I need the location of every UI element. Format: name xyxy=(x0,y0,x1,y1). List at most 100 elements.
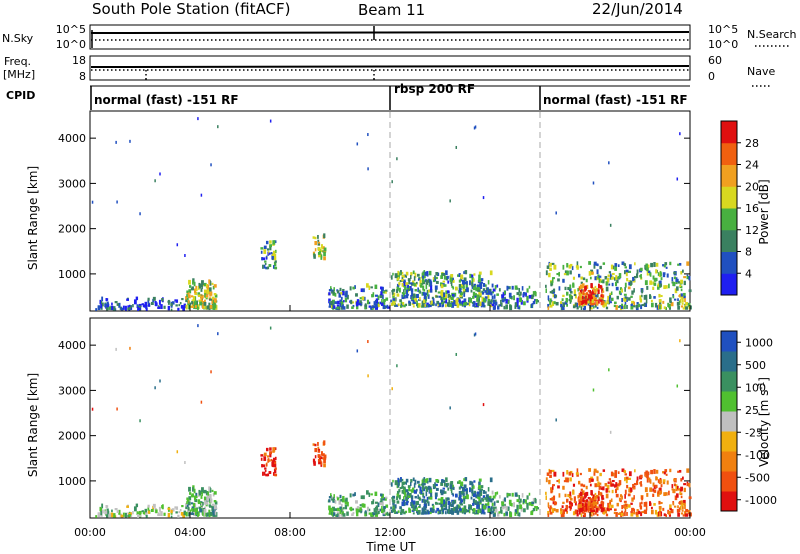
velocity-echo xyxy=(91,407,94,411)
power-echo xyxy=(431,296,434,300)
power-echo xyxy=(320,254,323,259)
velocity-echo xyxy=(416,512,420,515)
power-echo xyxy=(274,266,278,270)
velocity-echo xyxy=(473,485,475,489)
power-echo xyxy=(562,302,565,307)
velocity-echo xyxy=(569,477,572,482)
power-echo xyxy=(687,303,691,308)
velocity-echo xyxy=(455,352,458,356)
power-echo xyxy=(653,296,656,299)
velocity-echo xyxy=(421,507,424,513)
velocity-echo xyxy=(313,461,316,466)
power-echo xyxy=(576,266,579,270)
velocity-echo xyxy=(205,491,209,496)
power-echo xyxy=(547,295,550,301)
velocity-echo xyxy=(466,494,469,500)
power-echo xyxy=(579,296,583,302)
power-echo xyxy=(657,283,659,287)
power-echo xyxy=(381,298,383,304)
velocity-echo xyxy=(573,501,577,504)
velocity-echo xyxy=(677,505,679,509)
power-echo xyxy=(545,288,547,293)
power-echo xyxy=(451,277,454,282)
velocity-echo xyxy=(161,505,164,509)
power-echo xyxy=(266,266,270,270)
velocity-echo xyxy=(211,489,214,492)
velocity-echo xyxy=(626,484,629,489)
power-echo xyxy=(580,306,583,310)
power-echo xyxy=(462,279,465,285)
power-echo xyxy=(408,280,411,285)
velocity-echo xyxy=(599,491,602,496)
velocity-echo xyxy=(471,508,474,511)
velocity-echo xyxy=(97,512,101,518)
power-echo xyxy=(385,289,388,292)
velocity-echo xyxy=(487,505,491,510)
velocity-echo xyxy=(429,486,432,490)
power-echo xyxy=(535,299,538,305)
power-echo xyxy=(536,300,540,303)
velocity-echo xyxy=(423,503,427,508)
power-echo xyxy=(391,302,394,306)
velocity-echo xyxy=(274,473,278,477)
velocity-echo xyxy=(410,479,413,483)
velocity-echo xyxy=(675,484,678,490)
power-echo xyxy=(669,297,672,303)
velocity-echo xyxy=(494,508,498,513)
velocity-echo xyxy=(351,513,354,516)
power-echo xyxy=(212,299,215,304)
velocity-echo xyxy=(668,513,671,517)
velocity-echo xyxy=(99,506,102,512)
power-echo xyxy=(680,279,684,284)
velocity-echo xyxy=(628,504,631,508)
velocity-echo xyxy=(421,479,424,485)
power-echo xyxy=(382,294,384,300)
velocity-echo xyxy=(383,506,386,512)
power-echo xyxy=(384,291,387,294)
power-echo xyxy=(453,292,457,297)
power-echo xyxy=(351,306,354,309)
power-echo xyxy=(189,285,192,288)
x-tick-label: 20:00 xyxy=(574,526,606,539)
power-echo xyxy=(202,294,204,299)
power-echo xyxy=(193,281,196,287)
velocity-echo xyxy=(450,481,454,485)
velocity-echo xyxy=(341,498,345,503)
power-echo xyxy=(645,263,648,269)
power-echo xyxy=(616,279,619,284)
velocity-echo xyxy=(490,498,493,503)
velocity-echo xyxy=(212,511,215,516)
velocity-echo xyxy=(656,492,660,497)
velocity-echo xyxy=(434,496,437,500)
velocity-echo xyxy=(573,496,576,502)
velocity-echo xyxy=(443,482,446,487)
velocity-echo xyxy=(193,511,196,517)
velocity-echo xyxy=(423,499,427,505)
power-echo xyxy=(443,292,446,298)
power-echo xyxy=(616,295,619,300)
power-echo xyxy=(390,299,392,303)
power-echo xyxy=(500,302,503,307)
velocity-echo xyxy=(532,498,535,502)
power-echo xyxy=(683,276,687,279)
velocity-echo xyxy=(167,507,171,510)
velocity-echo xyxy=(356,511,359,517)
power-echo xyxy=(452,287,455,290)
velocity-echo xyxy=(494,506,497,510)
velocity-echo xyxy=(646,492,649,497)
power-echo xyxy=(262,257,266,261)
power-echo xyxy=(685,306,689,310)
velocity-echo xyxy=(526,502,529,508)
power-echo xyxy=(591,291,595,295)
velocity-echo xyxy=(330,493,332,498)
velocity-echo xyxy=(425,487,429,492)
power-echo xyxy=(609,294,612,299)
velocity-echo xyxy=(374,506,377,510)
velocity-echo xyxy=(608,490,611,493)
velocity-echo xyxy=(122,512,125,517)
velocity-echo xyxy=(577,495,580,499)
velocity-echo xyxy=(679,505,682,510)
power-echo xyxy=(662,264,665,267)
power-echo xyxy=(679,284,682,287)
power-echo xyxy=(676,301,680,306)
